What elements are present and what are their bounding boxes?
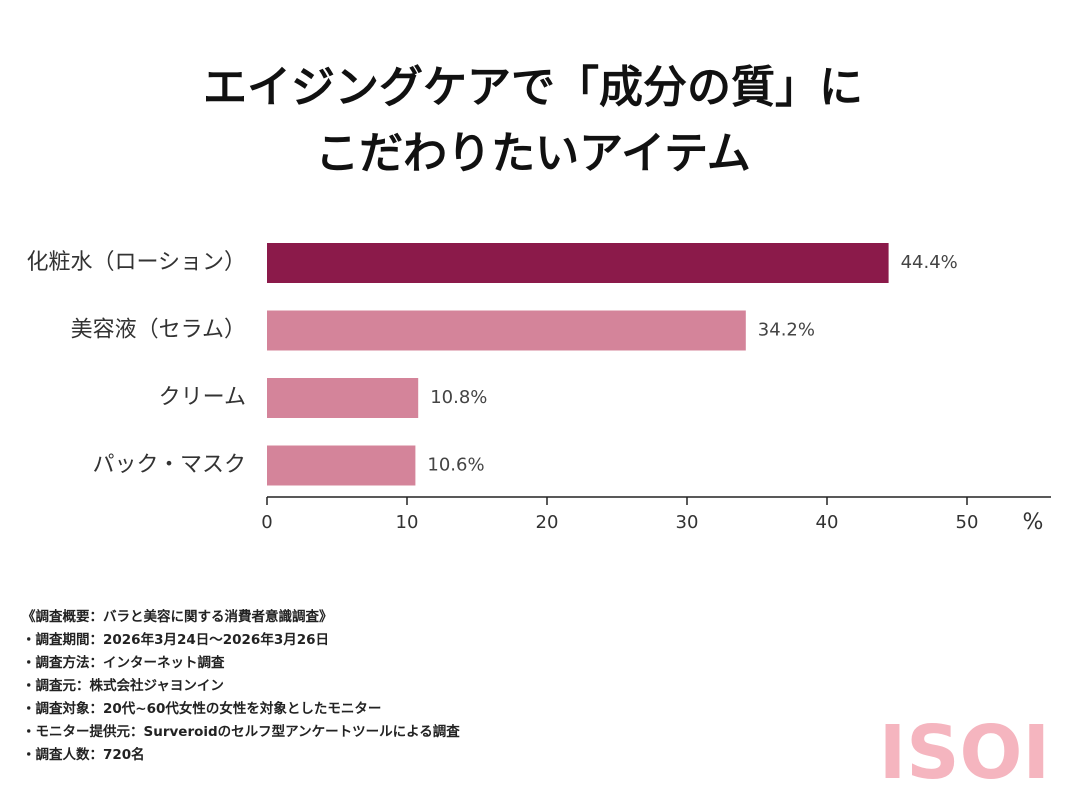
- value-label: 10.8%: [430, 387, 487, 408]
- chart-title: エイジングケアで「成分の質」に: [203, 62, 863, 113]
- logo: ISOI: [879, 710, 1050, 796]
- bar: [267, 445, 416, 486]
- x-tick-label: 10: [396, 512, 419, 533]
- bar: [267, 243, 889, 283]
- x-axis-unit: %: [1023, 510, 1044, 535]
- y-tick-label: 美容液（セラム）: [71, 318, 246, 343]
- value-label: 44.4%: [901, 252, 958, 273]
- note-line: ・調査元：株式会社ジャヨンイン: [22, 677, 224, 694]
- value-label: 34.2%: [758, 320, 815, 341]
- bar: [267, 378, 419, 418]
- value-label: 10.6%: [427, 455, 484, 476]
- note-line: 《調査概要：バラと美容に関する消費者意識調査》: [22, 608, 333, 625]
- x-tick-label: 0: [261, 512, 272, 533]
- x-tick-label: 20: [536, 512, 559, 533]
- x-tick-label: 30: [676, 512, 699, 533]
- chart-title: こだわりたいアイテム: [315, 128, 751, 179]
- y-tick-label: パック・マスク: [92, 453, 246, 478]
- note-line: ・調査期間：2026年3月24日～2026年3月26日: [22, 631, 329, 648]
- note-line: ・調査対象：20代~60代女性の女性を対象としたモニター: [22, 700, 381, 717]
- x-tick-label: 50: [956, 512, 979, 533]
- bar: [267, 310, 746, 351]
- y-tick-label: 化粧水（ローション）: [26, 250, 246, 275]
- note-line: ・調査方法：インターネット調査: [22, 654, 225, 671]
- y-tick-label: クリーム: [159, 385, 246, 410]
- x-tick-label: 40: [816, 512, 839, 533]
- note-line: ・モニター提供元：Surveroidのセルフ型アンケートツールによる調査: [22, 723, 460, 740]
- note-line: ・調査人数：720名: [22, 746, 145, 763]
